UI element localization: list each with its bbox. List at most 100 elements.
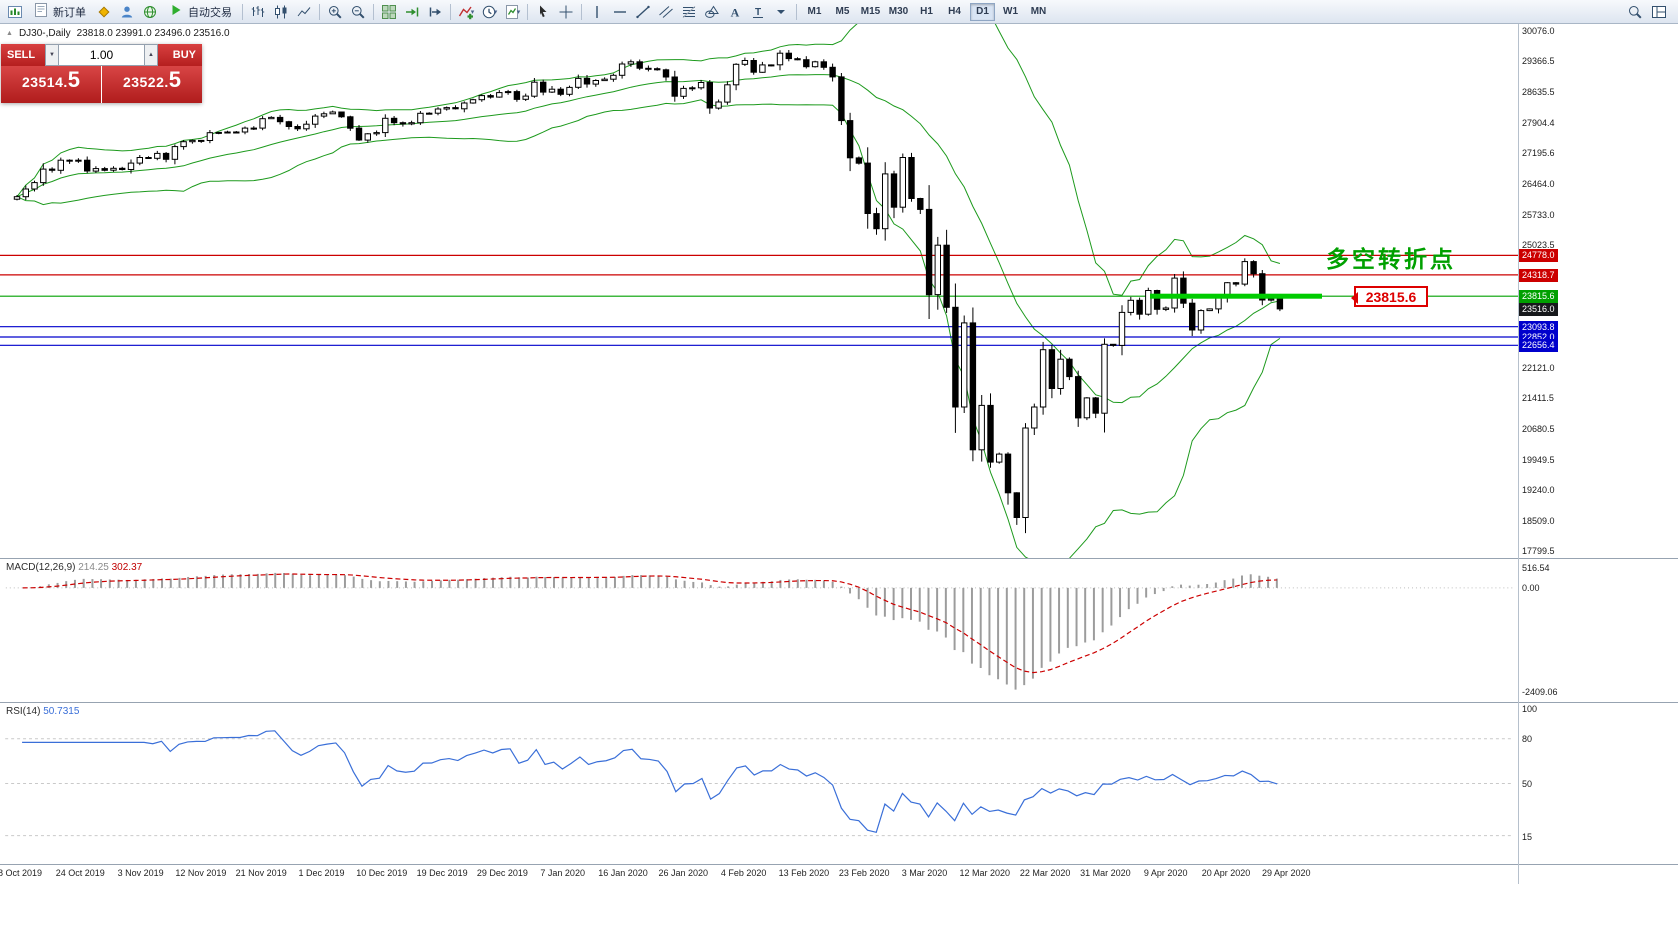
profile-button[interactable] <box>116 2 138 22</box>
auto-trading-button[interactable]: 自动交易 <box>162 2 238 22</box>
volume-input[interactable] <box>59 44 144 66</box>
svg-text:A: A <box>731 5 740 19</box>
date-axis-label: 4 Feb 2020 <box>720 868 767 878</box>
new-order-button[interactable]: 新订单 <box>27 2 92 22</box>
shapes-button[interactable] <box>701 2 723 22</box>
line-chart-button[interactable] <box>293 2 315 22</box>
search-button[interactable] <box>1624 2 1646 22</box>
sell-price-big-digit: 5 <box>67 67 81 92</box>
toolbar-separator <box>373 3 374 20</box>
toolbar-right-group <box>1624 2 1674 22</box>
chart-title-marker-icon: ▲ <box>6 30 13 37</box>
horizontal-line-button[interactable] <box>609 2 631 22</box>
toolbar-separator <box>319 3 320 20</box>
buy-label: BUY <box>158 44 202 66</box>
market-button[interactable] <box>93 2 115 22</box>
periods-button[interactable]: ▾ <box>478 2 500 22</box>
bar-chart-button[interactable] <box>247 2 269 22</box>
price-callout[interactable]: 23815.6 <box>1351 286 1428 307</box>
macd-panel: MACD(12,26,9) 214.25 302.37 516.54 0.00 -2… <box>0 558 1678 702</box>
volume-decrease-button[interactable]: ▼ <box>45 44 59 66</box>
zoom-out-button[interactable] <box>347 2 369 22</box>
timeframe-m30[interactable]: M30 <box>888 6 909 17</box>
form-icon <box>33 2 49 21</box>
macd-value-main: 214.25 <box>78 562 109 573</box>
trendline-button[interactable] <box>632 2 654 22</box>
date-axis-label: 29 Apr 2020 <box>1262 868 1311 878</box>
toolbar-separator <box>527 3 528 20</box>
auto-scroll-button[interactable] <box>401 2 423 22</box>
sell-button[interactable]: 23514. 5 <box>1 66 101 103</box>
window-layout-button[interactable] <box>1648 2 1670 22</box>
buy-button[interactable]: 23522. 5 <box>102 66 202 103</box>
date-axis-label: 12 Nov 2019 <box>175 868 227 878</box>
indicators-button[interactable]: ▾ <box>455 2 477 22</box>
date-axis-label: 13 Feb 2020 <box>778 868 830 878</box>
chart-ohlc-values: 23818.0 23991.0 23496.0 23516.0 <box>76 28 230 39</box>
chart-shift-button[interactable] <box>424 2 446 22</box>
date-axis-label: 26 Jan 2020 <box>658 868 709 878</box>
macd-legend: MACD(12,26,9) 214.25 302.37 <box>6 562 142 573</box>
date-axis-label: 7 Jan 2020 <box>540 868 585 878</box>
svg-text:T: T <box>755 7 761 18</box>
crosshair-button[interactable] <box>555 2 577 22</box>
timeframe-h4[interactable]: H4 <box>948 6 961 17</box>
timeframe-m1[interactable]: M1 <box>807 6 822 17</box>
timeframe-mn[interactable]: MN <box>1030 6 1047 17</box>
price-chart[interactable] <box>0 24 1678 558</box>
auto-trading-button-label: 自动交易 <box>188 6 232 19</box>
vertical-line-button[interactable] <box>586 2 608 22</box>
chart-title: ▲ DJ30-,Daily 23818.0 23991.0 23496.0 23… <box>6 28 230 39</box>
templates-button[interactable]: ▾ <box>501 2 523 22</box>
date-axis-label: 21 Nov 2019 <box>235 868 287 878</box>
cursor-button[interactable] <box>532 2 554 22</box>
macd-label: MACD(12,26,9) <box>6 562 76 573</box>
date-axis-label: 31 Mar 2020 <box>1080 868 1131 878</box>
timeframe-m5[interactable]: M5 <box>835 6 850 17</box>
macd-chart[interactable] <box>0 559 1678 702</box>
date-axis-label: 20 Apr 2020 <box>1201 868 1251 878</box>
channel-button[interactable] <box>655 2 677 22</box>
fibonacci-button[interactable] <box>678 2 700 22</box>
rsi-label: RSI(14) <box>6 706 41 717</box>
date-axis-label: 24 Oct 2019 <box>55 868 105 878</box>
toolbar-separator <box>450 3 451 20</box>
date-axis[interactable]: 8 Oct 2019 24 Oct 2019 3 Nov 2019 12 Nov 20… <box>0 864 1678 884</box>
sell-label: SELL <box>1 44 45 66</box>
text-label-button[interactable]: T <box>747 2 769 22</box>
rsi-chart[interactable] <box>0 703 1678 864</box>
timeframe-d1[interactable]: D1 <box>970 2 995 21</box>
objects-menu-button[interactable] <box>770 2 792 22</box>
sell-price: 23514. <box>21 74 68 90</box>
toolbar-separator <box>796 3 797 20</box>
text-button[interactable]: A <box>724 2 746 22</box>
date-axis-label: 12 Mar 2020 <box>959 868 1011 878</box>
one-click-trading-panel: SELL ▼ ▲ BUY 23514.5 23522.5 <box>1 44 202 103</box>
one-click-top-row: SELL ▼ ▲ BUY <box>1 44 202 66</box>
price-callout-text: 23815.6 <box>1365 288 1417 305</box>
buy-price: 23522. <box>122 74 169 90</box>
chart-window-button[interactable] <box>4 2 26 22</box>
timeframe-w1[interactable]: W1 <box>1003 6 1018 17</box>
chart-symbol-period: DJ30-,Daily <box>18 28 71 39</box>
axis-divider <box>1518 24 1519 884</box>
rsi-panel: RSI(14) 50.7315 100 80 50 15 <box>0 702 1678 864</box>
timeframe-m15[interactable]: M15 <box>860 6 881 17</box>
timeframe-h1[interactable]: H1 <box>920 6 933 17</box>
chevron-down-icon: ▾ <box>493 8 498 16</box>
date-axis-label: 23 Feb 2020 <box>838 868 890 878</box>
zoom-in-button[interactable] <box>324 2 346 22</box>
macd-value-signal: 302.37 <box>111 562 143 573</box>
toolbar: 新订单 自动交易 ▾ ▾ ▾ A T M1 M5 M15 M30 H1 H4 D1 W1 MN <box>0 0 1678 24</box>
date-axis-label: 16 Jan 2020 <box>598 868 648 878</box>
date-axis-label: 3 Nov 2019 <box>117 868 164 878</box>
candlestick-chart-button[interactable] <box>270 2 292 22</box>
date-axis-label: 10 Dec 2019 <box>356 868 408 878</box>
volume-increase-button[interactable]: ▲ <box>144 44 158 66</box>
tile-windows-button[interactable] <box>378 2 400 22</box>
new-order-button-label: 新订单 <box>53 6 86 19</box>
toolbar-separator <box>581 3 582 20</box>
date-axis-label: 1 Dec 2019 <box>298 868 345 878</box>
community-button[interactable] <box>139 2 161 22</box>
